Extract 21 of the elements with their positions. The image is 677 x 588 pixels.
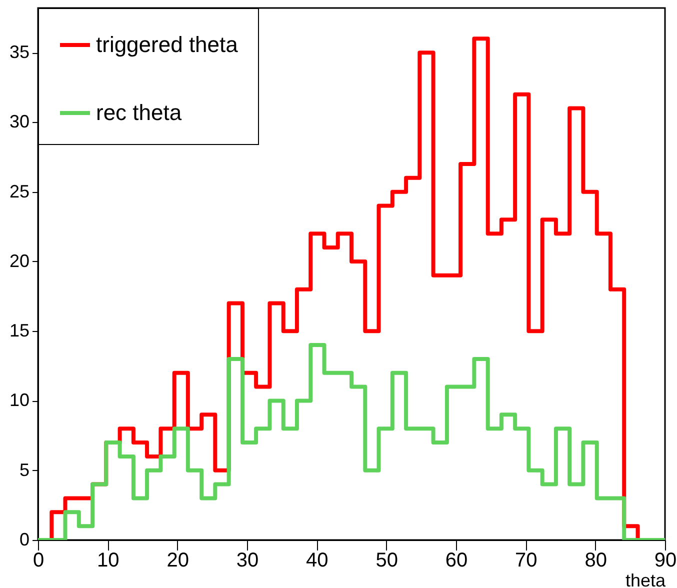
x-tick-label: 30 <box>236 550 259 572</box>
x-tick-label: 70 <box>515 550 538 572</box>
x-tick-label: 40 <box>306 550 328 572</box>
legend-label: rec theta <box>96 100 182 125</box>
legend-label: triggered theta <box>96 32 239 57</box>
x-tick-label: 50 <box>376 550 398 572</box>
x-tick-label: 10 <box>97 550 120 572</box>
y-tick-label: 35 <box>9 42 30 62</box>
y-tick-label: 0 <box>19 530 30 550</box>
x-tick-label: 20 <box>166 550 189 572</box>
y-tick-label: 10 <box>9 390 30 410</box>
x-tick-label: 60 <box>445 550 468 572</box>
x-tick-label: 0 <box>32 550 44 572</box>
y-tick-label: 30 <box>9 112 30 132</box>
x-tick-label: 80 <box>584 550 607 572</box>
x-tick-label: 90 <box>654 550 677 572</box>
y-tick-label: 15 <box>9 320 30 341</box>
x-axis-title: theta <box>625 570 666 588</box>
y-tick-label: 5 <box>19 460 30 480</box>
y-tick-label: 25 <box>9 181 30 202</box>
y-tick-label: 20 <box>9 250 30 271</box>
